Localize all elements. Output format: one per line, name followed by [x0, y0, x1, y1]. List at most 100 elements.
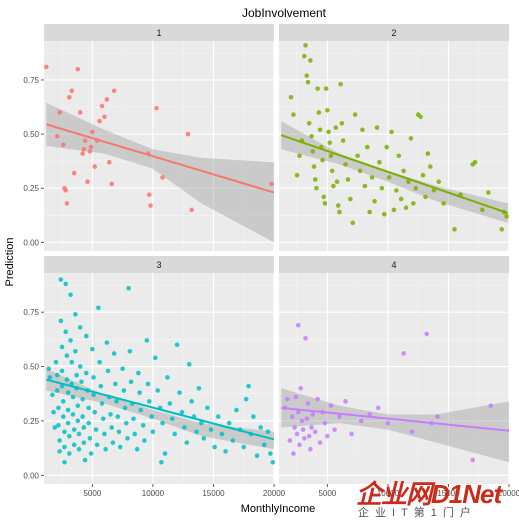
data-point	[81, 146, 87, 152]
data-point	[76, 446, 82, 452]
data-point	[470, 457, 475, 463]
data-point	[243, 396, 249, 402]
data-point	[92, 164, 98, 169]
data-point	[146, 192, 152, 198]
data-point	[312, 177, 318, 182]
data-point	[367, 412, 373, 417]
data-point	[60, 414, 66, 419]
data-point	[140, 422, 146, 428]
data-point	[87, 149, 93, 154]
data-point	[88, 451, 94, 456]
data-point	[54, 372, 60, 378]
data-point	[427, 164, 433, 169]
data-point	[258, 425, 263, 430]
data-point	[162, 451, 168, 456]
data-point	[343, 399, 348, 404]
data-point	[327, 140, 333, 146]
data-point	[345, 177, 351, 182]
data-point	[134, 446, 140, 452]
data-point	[251, 414, 256, 419]
data-point	[504, 214, 509, 219]
data-point	[310, 149, 316, 154]
data-point	[58, 277, 64, 282]
confidence-band	[281, 121, 508, 223]
data-point	[57, 110, 62, 115]
data-point	[420, 172, 426, 178]
data-point	[145, 381, 151, 387]
data-point	[154, 105, 159, 111]
data-point	[201, 436, 207, 441]
data-point	[205, 405, 210, 411]
data-point	[67, 433, 72, 439]
data-point	[254, 453, 260, 459]
data-point	[285, 396, 290, 402]
data-point	[71, 427, 77, 432]
data-point	[441, 201, 446, 206]
data-point	[60, 142, 66, 148]
data-point	[314, 185, 319, 191]
data-point	[196, 385, 202, 391]
data-point	[391, 207, 397, 213]
data-point	[92, 409, 98, 415]
data-point	[100, 416, 106, 422]
data-point	[288, 94, 294, 100]
data-point	[398, 196, 404, 202]
data-point	[123, 420, 129, 426]
data-point	[335, 203, 341, 208]
y-tick-label: 0.75	[23, 308, 39, 317]
data-point	[109, 181, 115, 187]
x-tick-label: 20000	[263, 489, 286, 498]
facet-strip	[279, 256, 509, 273]
data-point	[71, 170, 77, 176]
data-point	[62, 429, 67, 435]
data-point	[64, 353, 70, 358]
data-point	[128, 379, 134, 385]
data-point	[110, 440, 116, 445]
data-point	[105, 368, 111, 374]
data-point	[53, 359, 59, 365]
data-point	[298, 385, 303, 391]
data-point	[132, 431, 138, 437]
data-point	[306, 120, 312, 126]
data-point	[401, 168, 406, 174]
data-point	[480, 207, 485, 213]
data-point	[159, 459, 164, 465]
data-point	[160, 175, 165, 180]
data-point	[144, 338, 150, 343]
data-point	[212, 444, 217, 450]
data-point	[93, 427, 99, 432]
data-point	[418, 114, 423, 120]
data-point	[241, 444, 247, 450]
data-point	[384, 144, 389, 150]
data-point	[184, 440, 190, 445]
data-point	[167, 401, 173, 406]
data-point	[62, 459, 67, 465]
data-point	[409, 429, 415, 435]
x-axis-label: MonthlyIncome	[241, 503, 316, 515]
data-point	[316, 110, 322, 115]
data-point	[86, 405, 92, 411]
data-point	[311, 164, 317, 169]
x-tick-label: 20000	[498, 489, 519, 498]
data-point	[51, 409, 56, 415]
data-point	[65, 420, 71, 426]
facet-strip	[44, 24, 274, 41]
data-point	[137, 390, 142, 395]
data-point	[64, 201, 70, 206]
data-point	[69, 359, 75, 365]
data-point	[355, 153, 360, 159]
data-point	[308, 58, 313, 63]
data-point	[182, 425, 187, 430]
data-point	[488, 403, 494, 408]
data-point	[360, 127, 365, 133]
data-point	[150, 429, 156, 435]
data-point	[177, 390, 182, 395]
data-point	[215, 414, 221, 419]
x-tick-label: 10000	[142, 489, 165, 498]
data-point	[289, 414, 295, 419]
data-point	[375, 405, 381, 411]
data-point	[104, 340, 110, 345]
data-point	[103, 446, 108, 452]
data-point	[117, 444, 123, 450]
data-point	[81, 440, 87, 445]
